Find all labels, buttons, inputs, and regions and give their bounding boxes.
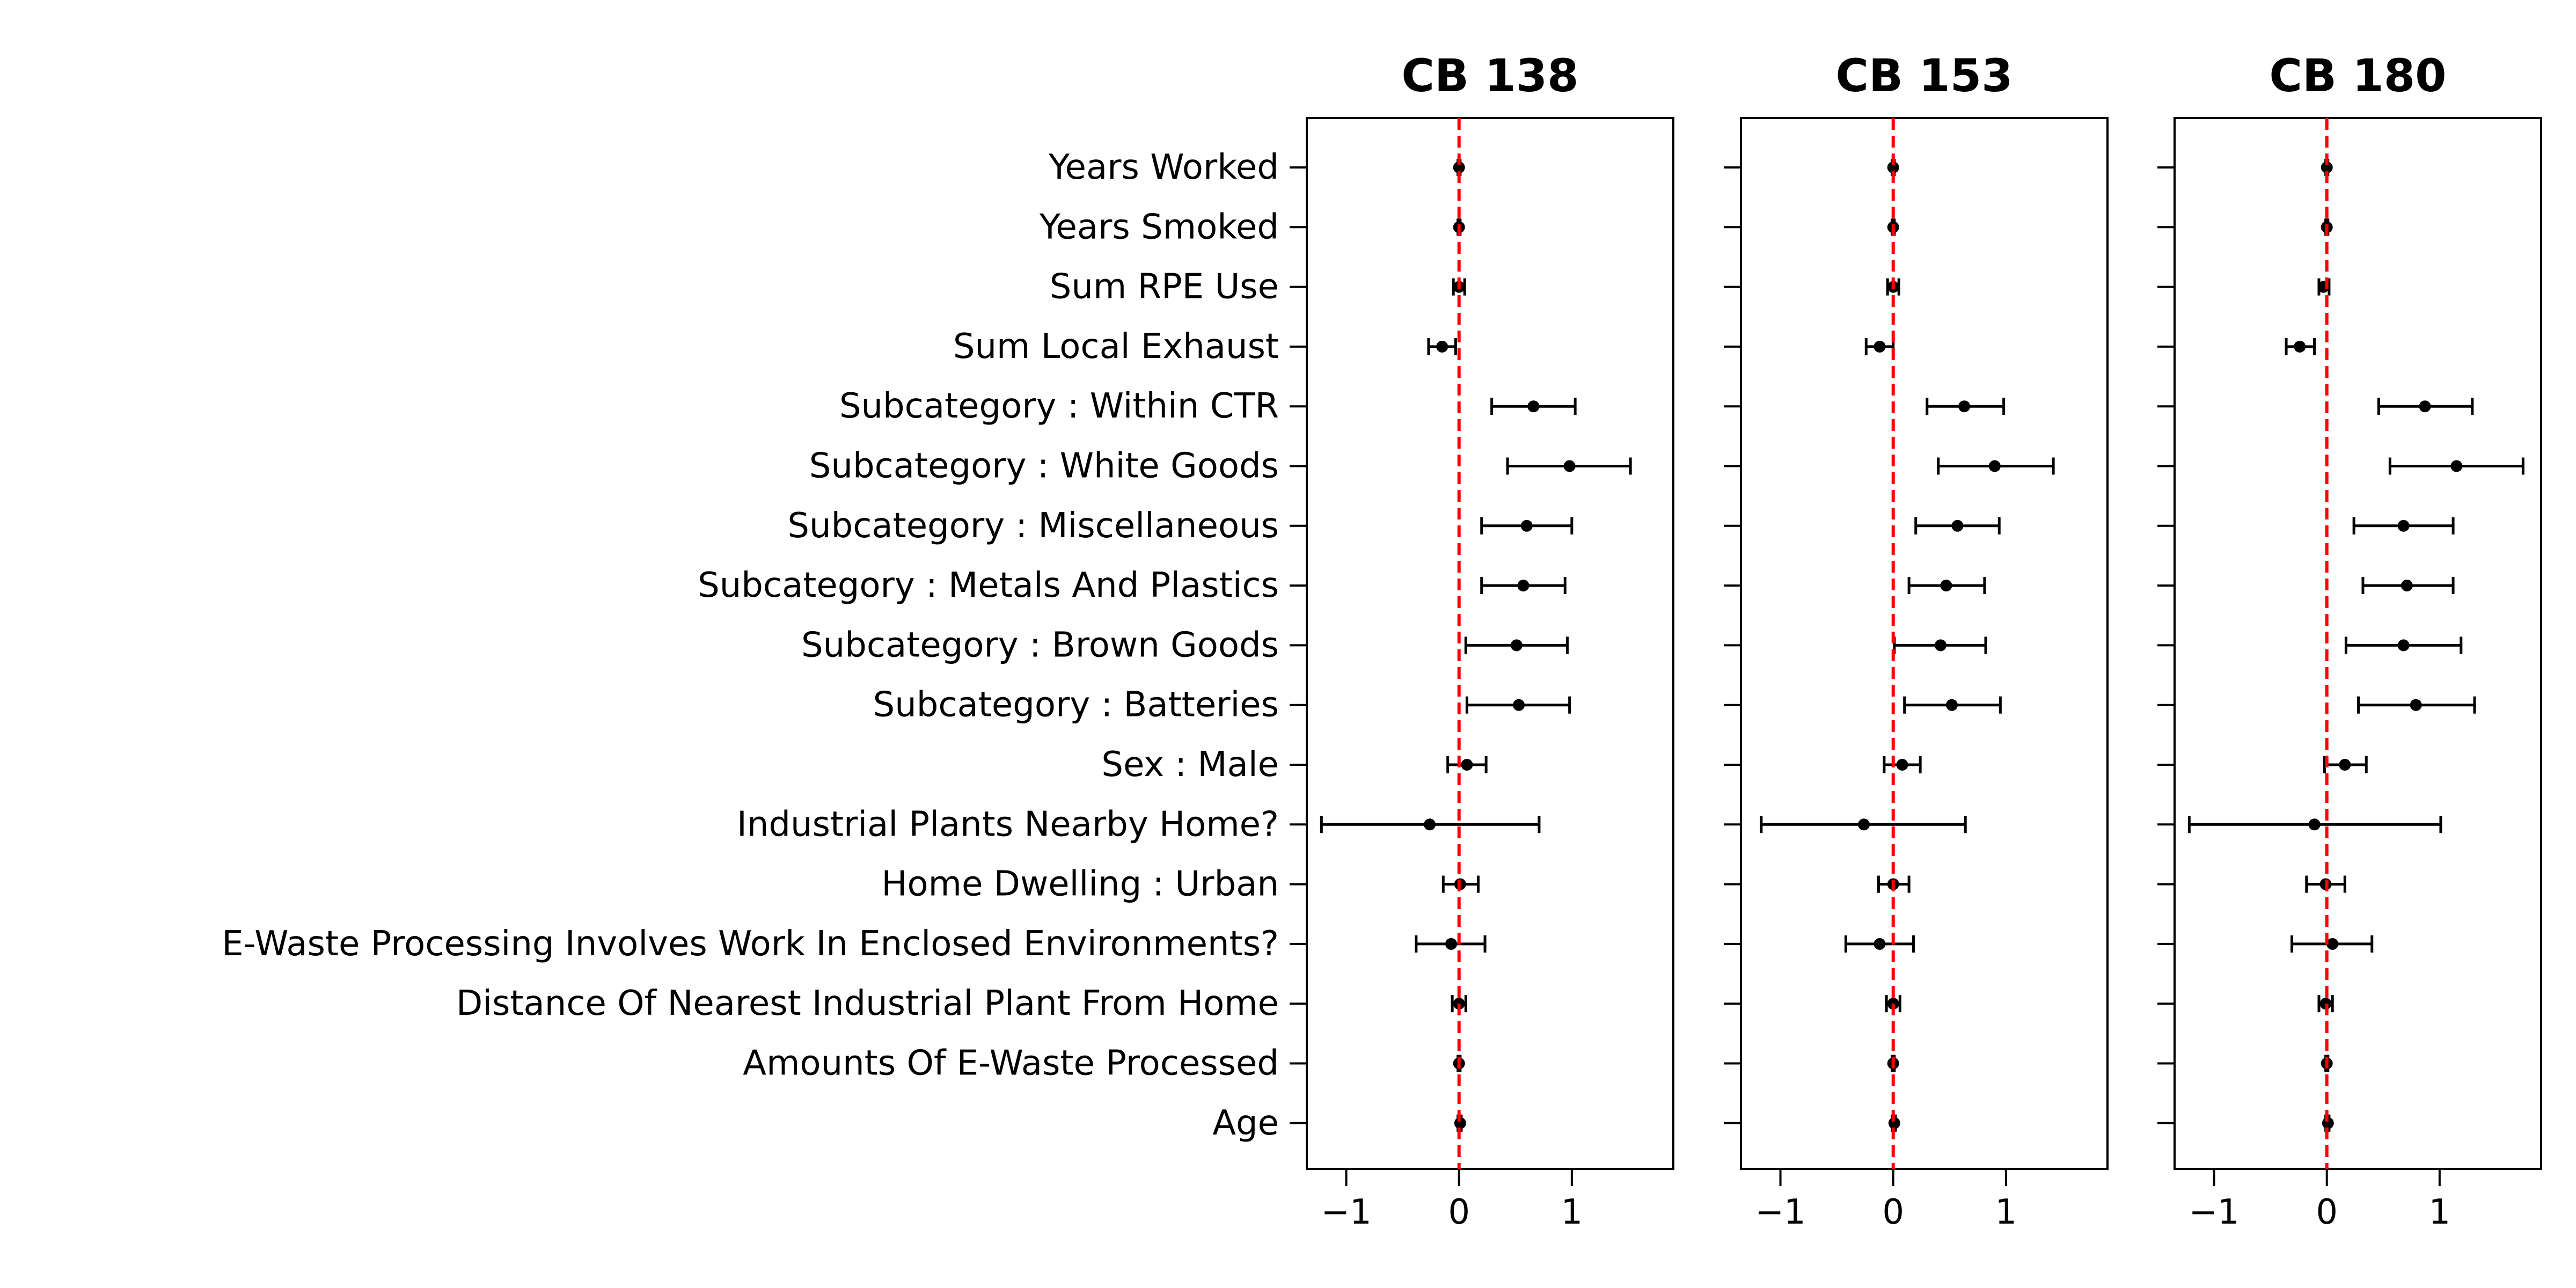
point-estimate-subcategory-white-goods [2450,460,2463,472]
category-label-sex-male: Sex : Male [1101,745,1279,785]
x-tick-label: 0 [1448,1192,1470,1232]
category-label-age: Age [1212,1103,1279,1143]
point-estimate-sex-male [1896,759,1908,771]
point-estimate-subcategory-batteries [1945,699,1958,711]
point-estimate-subcategory-batteries [2410,699,2422,711]
point-estimate-age [1888,1117,1900,1129]
point-estimate-subcategory-miscellaneous [1951,519,1964,532]
point-estimate-subcategory-brown-goods [1934,639,1946,652]
point-estimate-years-worked [1887,162,1899,173]
point-estimate-industrial-plants-nearby-home [1858,818,1870,831]
panel-cb-138: CB 138 −1 0 1 [1290,49,1674,1232]
x-tick-label: 0 [1882,1192,1904,1232]
point-estimate-years-worked [1453,162,1465,173]
category-label-subcategory-brown-goods: Subcategory : Brown Goods [801,625,1279,665]
point-estimate-e-waste-processing-involves-work-in-enclosed-environments [1445,938,1457,950]
x-tick-label: −1 [1755,1192,1805,1232]
panel-cb-153: CB 153 −1 0 1 [1724,49,2109,1232]
x-tick-label: −1 [1321,1192,1371,1232]
chart-panels: CB 138 −1 0 1 CB 153 −1 0 1 CB 180 −1 0 1 [1290,49,2542,1232]
point-estimate-subcategory-brown-goods [2397,639,2410,652]
point-estimate-subcategory-batteries [1513,699,1525,711]
point-estimate-e-waste-processing-involves-work-in-enclosed-environments [1874,938,1886,950]
point-estimate-sum-local-exhaust [1436,340,1448,353]
axes-frame [2174,117,2542,1170]
x-tick-label: 1 [2429,1192,2451,1232]
point-estimate-age [1454,1117,1466,1129]
point-estimate-subcategory-miscellaneous [1520,519,1533,532]
category-label-amounts-of-e-waste-processed: Amounts Of E-Waste Processed [743,1044,1279,1084]
category-label-sum-local-exhaust: Sum Local Exhaust [953,327,1279,367]
category-label-distance-of-nearest-industrial-plant-from-home: Distance Of Nearest Industrial Plant Fro… [456,984,1279,1023]
point-estimate-age [2322,1117,2334,1129]
point-estimate-subcategory-white-goods [1988,460,2001,472]
x-tick-label: 0 [2316,1192,2338,1232]
category-label-subcategory-within-ctr: Subcategory : Within CTR [839,386,1279,426]
category-label-e-waste-processing-involves-work-in-enclosed-environments: E-Waste Processing Involves Work In Encl… [222,924,1279,964]
point-estimate-sex-male [2339,759,2351,771]
point-estimate-subcategory-within-ctr [1958,400,1971,413]
x-tick-label: −1 [2189,1192,2239,1232]
point-estimate-subcategory-within-ctr [1527,400,1540,413]
point-estimate-sum-local-exhaust [1874,340,1886,353]
panel-title: CB 180 [2269,49,2446,102]
x-tick-label: 1 [1995,1192,2017,1232]
point-estimate-subcategory-metals-and-plastics [2401,580,2413,592]
point-estimate-subcategory-miscellaneous [2397,519,2410,532]
axes-frame [1306,117,1674,1170]
point-estimate-sex-male [1461,759,1473,771]
point-estimate-subcategory-metals-and-plastics [1940,580,1952,592]
category-label-home-dwelling-urban: Home Dwelling : Urban [881,865,1279,904]
category-label-subcategory-batteries: Subcategory : Batteries [873,685,1279,725]
category-label-industrial-plants-nearby-home: Industrial Plants Nearby Home? [737,804,1279,844]
point-estimate-subcategory-white-goods [1563,460,1576,472]
panel-title: CB 153 [1835,49,2012,102]
category-label-subcategory-miscellaneous: Subcategory : Miscellaneous [787,506,1279,546]
category-label-subcategory-white-goods: Subcategory : White Goods [809,447,1279,486]
point-estimate-subcategory-brown-goods [1510,639,1523,652]
panel-cb-180: CB 180 −1 0 1 [2157,49,2542,1232]
panel-title: CB 138 [1401,49,1578,102]
category-labels: Years Worked Years Smoked Sum RPE Use Sum L… [222,148,1279,1143]
point-estimate-industrial-plants-nearby-home [1424,818,1436,831]
category-label-years-worked: Years Worked [1048,148,1279,187]
category-label-sum-rpe-use: Sum RPE Use [1050,267,1279,307]
point-estimate-subcategory-within-ctr [2419,400,2431,413]
point-estimate-years-worked [2321,162,2333,173]
point-estimate-sum-local-exhaust [2294,340,2306,353]
point-estimate-subcategory-metals-and-plastics [1517,580,1529,592]
category-label-years-smoked: Years Smoked [1039,207,1279,247]
point-estimate-e-waste-processing-involves-work-in-enclosed-environments [2326,938,2339,950]
axes-frame [1740,117,2109,1170]
x-tick-label: 1 [1561,1192,1583,1232]
category-label-subcategory-metals-and-plastics: Subcategory : Metals And Plastics [698,566,1279,605]
point-estimate-industrial-plants-nearby-home [2308,818,2321,831]
